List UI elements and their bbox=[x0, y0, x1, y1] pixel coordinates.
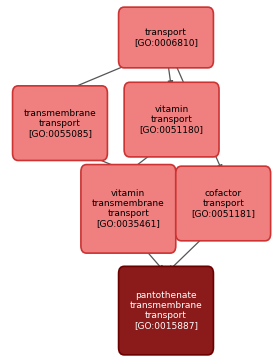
FancyBboxPatch shape bbox=[13, 86, 107, 161]
FancyBboxPatch shape bbox=[81, 165, 176, 253]
Text: vitamin
transmembrane
transport
[GO:0035461]: vitamin transmembrane transport [GO:0035… bbox=[92, 189, 165, 228]
FancyBboxPatch shape bbox=[176, 166, 271, 241]
FancyBboxPatch shape bbox=[119, 266, 213, 355]
Text: pantothenate
transmembrane
transport
[GO:0015887]: pantothenate transmembrane transport [GO… bbox=[130, 291, 202, 330]
FancyBboxPatch shape bbox=[119, 7, 213, 68]
Text: vitamin
transport
[GO:0051180]: vitamin transport [GO:0051180] bbox=[140, 105, 204, 134]
Text: transmembrane
transport
[GO:0055085]: transmembrane transport [GO:0055085] bbox=[24, 109, 96, 138]
Text: transport
[GO:0006810]: transport [GO:0006810] bbox=[134, 28, 198, 47]
FancyBboxPatch shape bbox=[124, 82, 219, 157]
Text: cofactor
transport
[GO:0051181]: cofactor transport [GO:0051181] bbox=[191, 189, 255, 218]
